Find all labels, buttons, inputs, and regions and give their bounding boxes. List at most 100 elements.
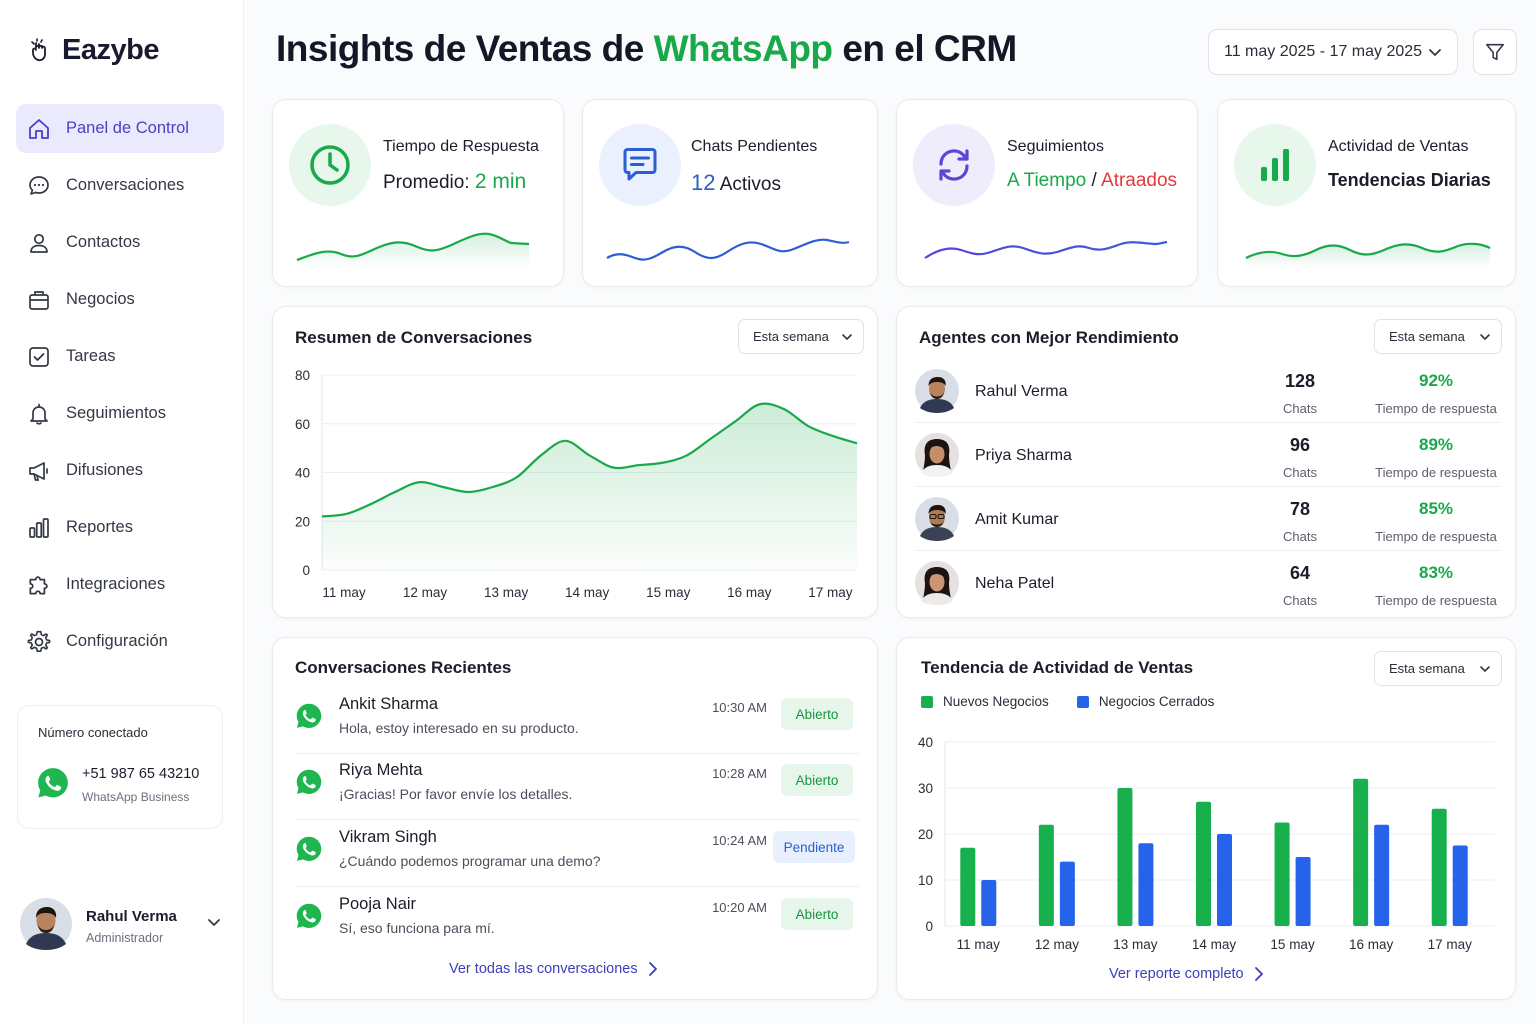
sidebar-item-reportes[interactable]: Reportes [16,503,224,552]
contact-name: Ankit Sharma [339,695,439,713]
sidebar-item-panel[interactable]: Panel de Control [16,104,224,153]
series-line [321,402,858,518]
sidebar-item-configuracion[interactable]: Configuración [16,617,224,666]
y-tick-label: 40 [918,735,933,750]
agent-name: Priya Sharma [975,447,1072,464]
agent-chats: 128 [1284,371,1316,391]
chevron-down-icon [1480,334,1490,340]
sidebar-item-negocios[interactable]: Negocios [16,275,224,324]
kpi-icon-bg [289,124,371,206]
gear-icon [26,629,52,655]
agent-chats: 96 [1289,435,1311,455]
y-tick-label: 60 [295,417,310,432]
kpi-value: Promedio: 2 min [383,170,526,194]
sidebar-nav: Panel de Control Conversaciones Contacto… [16,104,224,674]
bar-nuevos-negocios [1117,788,1133,926]
card-title: Resumen de Conversaciones [295,328,533,347]
view-all-conversations-link[interactable]: Ver todas las conversaciones [449,961,658,977]
x-tick-label: 13 may [1113,937,1158,952]
agent-rate: 83% [1418,563,1454,582]
y-tick-label: 20 [918,827,933,842]
filter-button[interactable] [1473,29,1517,75]
conversation-row[interactable]: Vikram Singh ¿Cuándo podemos programar u… [295,821,859,887]
link-label: Ver todas las conversaciones [449,961,638,977]
avatar [915,561,959,605]
bar-nuevos-negocios [960,847,976,926]
message-time: 10:28 AM [712,766,767,781]
user-icon [26,230,52,256]
agent-rate: 92% [1418,371,1454,390]
conversation-row[interactable]: Pooja Nair Sí, eso funciona para mí. 10:… [295,888,859,954]
agent-chats-label: Chats [1283,593,1317,608]
message-preview: ¡Gracias! Por favor envíe los detalles. [339,786,573,802]
bar-negocios-cerrados [1138,843,1154,926]
status-badge: Abierto [781,898,853,930]
conversation-row[interactable]: Ankit Sharma Hola, estoy interesado en s… [295,688,859,754]
brand-logo[interactable]: Eazybe [30,34,159,67]
bell-icon [26,401,52,427]
agent-row[interactable]: Amit Kumar 78 Chats 85% Tiempo de respue… [915,487,1501,551]
puzzle-icon [26,572,52,598]
recent-conversations-card: Conversaciones Recientes Ankit Sharma Ho… [272,637,878,1000]
period-select[interactable]: Esta semana [738,319,864,354]
x-tick-label: 14 may [565,585,610,600]
agent-chats: 64 [1289,563,1311,583]
message-icon [623,148,657,181]
conversation-row[interactable]: Riya Mehta ¡Gracias! Por favor envíe los… [295,754,859,820]
sidebar-item-label: Difusiones [66,461,144,479]
kpi-label: Actividad de Ventas [1328,138,1469,155]
kpi-value: 12 Activos [691,170,781,196]
legend-swatch-green [921,695,933,708]
sparkline [1245,242,1491,268]
agent-row[interactable]: Neha Patel 64 Chats 83% Tiempo de respue… [915,551,1501,615]
sidebar-item-integraciones[interactable]: Integraciones [16,560,224,609]
kpi-highlight: 2 min [474,170,527,193]
agent-chats-label: Chats [1283,529,1317,544]
x-tick-label: 15 may [646,585,691,600]
title-part2: en el CRM [832,28,1017,69]
period-select[interactable]: Esta semana [1374,651,1502,686]
x-tick-label: 14 may [1192,937,1237,952]
sidebar-item-label: Configuración [66,632,168,650]
y-tick-label: 20 [295,514,310,529]
kpi-sales-activity: Actividad de Ventas Tendencias Diarias [1217,99,1516,287]
title-highlight: WhatsApp [653,28,833,69]
period-select-value: Esta semana [1389,329,1465,344]
date-range-picker[interactable]: 11 may 2025 - 17 may 2025 [1208,29,1458,75]
sidebar-item-tareas[interactable]: Tareas [16,332,224,381]
sidebar-item-difusiones[interactable]: Difusiones [16,446,224,495]
sidebar-item-conversaciones[interactable]: Conversaciones [16,161,224,210]
bar-nuevos-negocios [1196,801,1211,926]
kpi-suffix: Activos [715,174,781,195]
x-tick-label: 11 may [957,937,1001,952]
top-agents-card: Agentes con Mejor Rendimiento Esta seman… [896,306,1516,618]
whatsapp-icon [296,769,322,794]
period-select-value: Esta semana [753,329,829,344]
y-tick-label: 0 [302,563,310,578]
sparkline [296,232,530,268]
briefcase-icon [26,287,52,313]
sidebar-item-contactos[interactable]: Contactos [16,218,224,267]
chevron-down-icon [1429,49,1441,56]
period-select[interactable]: Esta semana [1374,319,1502,354]
connected-number: +51 987 65 43210 [82,766,200,782]
view-full-report-link[interactable]: Ver reporte completo [1109,966,1264,982]
x-tick-label: 13 may [484,585,529,600]
agent-row[interactable]: Priya Sharma 96 Chats 89% Tiempo de resp… [915,423,1501,487]
avatar [20,898,72,950]
x-tick-label: 11 may [322,585,366,600]
page-title: Insights de Ventas de WhatsApp en el CRM [276,28,1017,70]
date-range-label: 11 may 2025 - 17 may 2025 [1224,43,1423,60]
status-badge: Abierto [781,698,853,730]
brand-name: Eazybe [62,34,159,66]
agent-row[interactable]: Rahul Verma 128 Chats 92% Tiempo de resp… [915,359,1501,423]
kpi-separator: / [1086,170,1102,191]
user-profile-menu[interactable]: Rahul Verma Administrador [20,898,230,952]
message-time: 10:30 AM [712,700,767,715]
agent-name: Neha Patel [975,575,1055,592]
bar-nuevos-negocios [1353,778,1369,926]
whatsapp-icon [38,768,68,798]
agent-chats-label: Chats [1283,465,1317,480]
bar-negocios-cerrados [1217,834,1232,926]
sidebar-item-seguimientos[interactable]: Seguimientos [16,389,224,438]
